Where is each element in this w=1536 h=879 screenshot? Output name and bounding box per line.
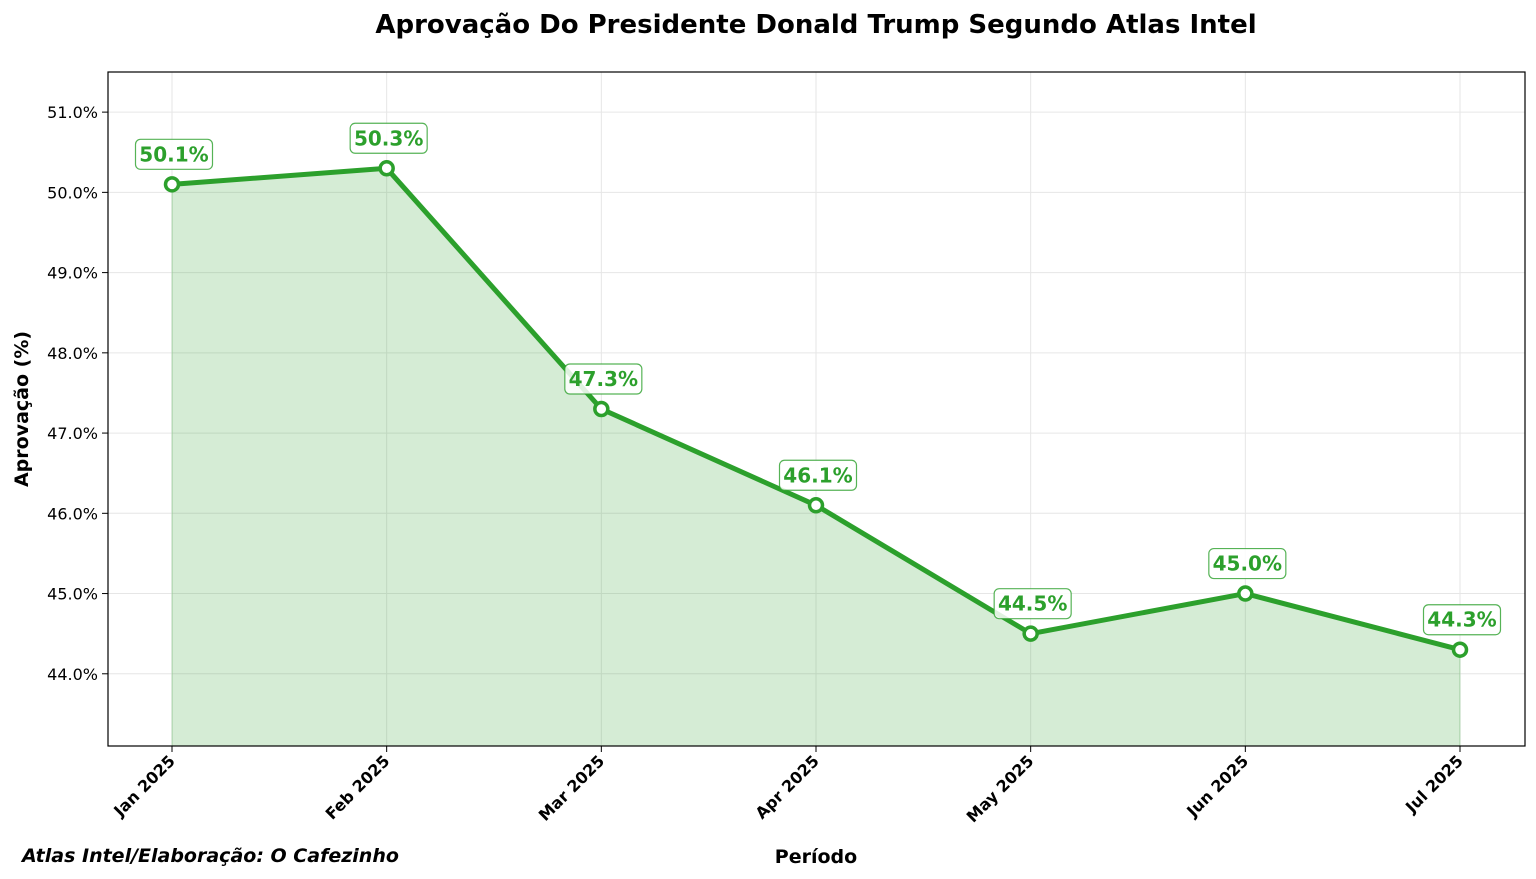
data-label: 45.0% (1208, 547, 1287, 580)
data-point (1451, 641, 1469, 658)
x-tick-label: Jul 2025 (1401, 751, 1467, 817)
data-label: 46.1% (778, 459, 858, 491)
source-note: Atlas Intel/Elaboração: O Cafezinho (20, 845, 399, 867)
x-tick-label: Feb 2025 (322, 751, 394, 823)
x-tick-label: Jun 2025 (1182, 751, 1252, 821)
data-label-box (1422, 604, 1502, 636)
data-label-box (993, 588, 1072, 620)
y-tick-label: 47.0% (47, 424, 98, 443)
data-point (378, 160, 395, 177)
data-point (593, 400, 610, 418)
data-label-text: 44.5% (998, 592, 1067, 616)
x-axis: Jan 2025 Feb 2025 Mar 2025 Apr 2025 May 2025… (109, 746, 1467, 826)
grid (108, 72, 1525, 746)
y-axis-label: Aprovação (%) (11, 331, 33, 487)
label-layer: 50.1% 50.3% 47.3% 46.1% 44.5% 45.0% 44.3% (134, 122, 1502, 636)
data-label: 44.3% (1422, 604, 1502, 636)
data-label-text: 45.0% (1213, 552, 1282, 576)
data-label-text: 46.1% (783, 463, 852, 487)
data-point (1237, 585, 1254, 602)
x-tick-label: Mar 2025 (535, 751, 608, 824)
data-label: 47.3% (564, 363, 643, 395)
data-point (807, 497, 825, 514)
data-label: 50.3% (349, 122, 428, 154)
y-tick-label: 46.0% (47, 504, 98, 523)
data-label-box (349, 122, 428, 154)
data-label: 44.5% (993, 588, 1072, 620)
data-point (1022, 625, 1039, 642)
data-label-text: 47.3% (569, 367, 638, 391)
x-tick-label: Apr 2025 (752, 751, 823, 822)
data-label-box (564, 363, 643, 395)
y-tick-label: 48.0% (47, 344, 98, 363)
x-tick-label: May 2025 (963, 751, 1038, 826)
y-tick-label: 44.0% (47, 665, 98, 684)
y-axis: 44.0% 45.0% 46.0% 47.0% 48.0% 49.0% 50.0% 51.0% (47, 103, 108, 684)
data-label-box (1208, 547, 1287, 580)
data-label-text: 50.1% (139, 142, 208, 166)
chart-title: Aprovação Do Presidente Donald Trump Seg… (375, 10, 1256, 40)
x-tick-label: Jan 2025 (109, 751, 178, 820)
data-label-box (134, 138, 214, 170)
marker-layer (163, 160, 1469, 658)
data-label-text: 50.3% (354, 126, 423, 150)
y-tick-label: 51.0% (47, 103, 98, 122)
y-tick-label: 49.0% (47, 264, 98, 283)
data-label-box (778, 459, 858, 491)
data-label: 50.1% (134, 138, 214, 170)
y-tick-label: 45.0% (47, 585, 98, 604)
data-point (163, 176, 181, 193)
y-tick-label: 50.0% (47, 183, 98, 202)
x-axis-label: Período (775, 846, 857, 868)
data-label-text: 44.3% (1427, 608, 1496, 632)
